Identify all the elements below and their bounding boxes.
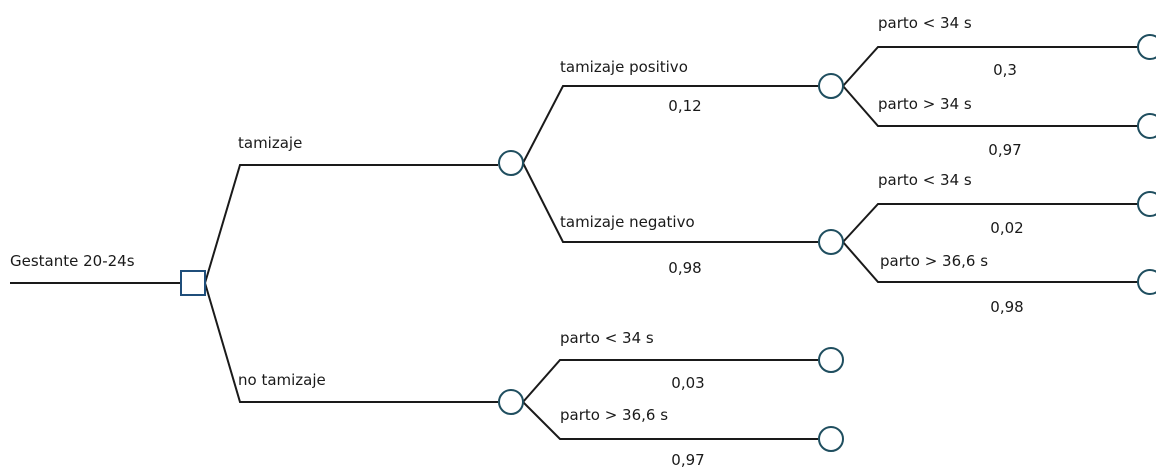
branch-label-tamizaje-negativo: tamizaje negativo	[560, 213, 695, 231]
prob-tamizaje-negativo: 0,98	[668, 259, 701, 277]
edge-pos-parto-gt34	[842, 85, 1138, 127]
branch-label-tamizaje-positivo: tamizaje positivo	[560, 58, 688, 76]
edge-tamizaje	[204, 164, 498, 284]
chance-node-tamizaje-negativo	[818, 229, 844, 255]
edge-tamizaje-negativo	[522, 162, 818, 243]
branch-label-tamizaje: tamizaje	[238, 134, 302, 152]
prob-pos-parto-gt34: 0,97	[988, 141, 1021, 159]
edge-tamizaje-positivo	[522, 85, 818, 164]
terminal-node-pos-lt34	[1137, 34, 1156, 60]
edge-neg-parto-lt34	[842, 203, 1138, 243]
terminal-node-neg-gt366	[1137, 269, 1156, 295]
edge-no-parto-lt34	[522, 359, 818, 403]
prob-neg-parto-lt34: 0,02	[990, 219, 1023, 237]
edge-no-parto-gt366	[522, 401, 818, 440]
tree-nodes	[180, 34, 1156, 452]
chance-node-tamizaje	[498, 150, 524, 176]
decision-node	[180, 270, 206, 296]
branch-label-no-parto-lt34: parto < 34 s	[560, 329, 654, 347]
edge-no-tamizaje	[204, 282, 498, 403]
branch-label-pos-parto-gt34: parto > 34 s	[878, 95, 972, 113]
terminal-node-no-lt34	[818, 347, 844, 373]
tree-edges	[10, 46, 1138, 440]
edge-neg-parto-gt366	[842, 241, 1138, 283]
branch-label-no-tamizaje: no tamizaje	[238, 371, 326, 389]
prob-tamizaje-positivo: 0,12	[668, 97, 701, 115]
chance-node-tamizaje-positivo	[818, 73, 844, 99]
tree-labels: Gestante 20-24s tamizaje no tamizaje tam…	[10, 14, 1024, 467]
terminal-node-no-gt366	[818, 426, 844, 452]
branch-label-pos-parto-lt34: parto < 34 s	[878, 14, 972, 32]
prob-no-parto-gt366: 0,97	[671, 451, 704, 467]
branch-label-no-parto-gt366: parto > 36,6 s	[560, 406, 668, 424]
root-label: Gestante 20-24s	[10, 252, 135, 270]
edge-pos-parto-lt34	[842, 46, 1138, 87]
terminal-node-neg-lt34	[1137, 191, 1156, 217]
prob-neg-parto-gt366: 0,98	[990, 298, 1023, 316]
terminal-node-pos-gt34	[1137, 113, 1156, 139]
chance-node-no-tamizaje	[498, 389, 524, 415]
prob-pos-parto-lt34: 0,3	[993, 61, 1017, 79]
prob-no-parto-lt34: 0,03	[671, 374, 704, 392]
branch-label-neg-parto-lt34: parto < 34 s	[878, 171, 972, 189]
branch-label-neg-parto-gt366: parto > 36,6 s	[880, 252, 988, 270]
